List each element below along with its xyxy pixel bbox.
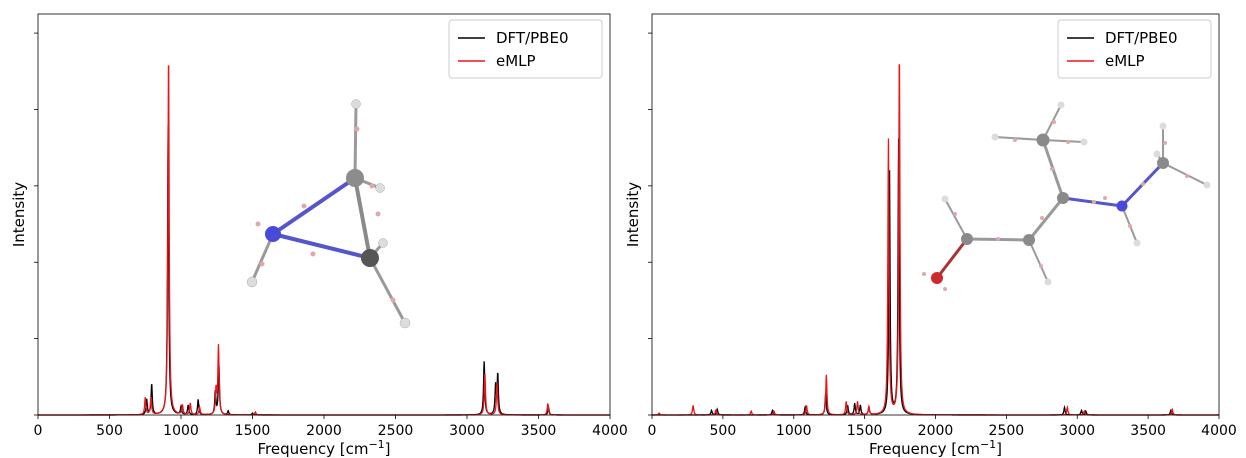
- left-x-tick-label: 2000: [306, 423, 342, 439]
- left-legend-label: DFT/PBE0: [496, 29, 569, 47]
- left-x-axis-label: Frequency [cm−1]: [257, 438, 390, 458]
- right-legend-label: DFT/PBE0: [1105, 29, 1178, 47]
- left-series-emlp-line: [38, 65, 610, 416]
- left-x-tick-label: 1500: [235, 423, 271, 439]
- right-x-tick-label: 3000: [1059, 423, 1095, 439]
- right-x-tick-label: 1500: [847, 423, 883, 439]
- right-spectrum-lines: [652, 64, 1219, 416]
- right-legend: DFT/PBE0 eMLP: [1057, 19, 1212, 79]
- right-x-tick-label: 3500: [1130, 423, 1166, 439]
- right-series-emlp-line: [652, 64, 1219, 416]
- right-legend-label: eMLP: [1105, 52, 1145, 70]
- right-x-axis-label: Frequency [cm−1]: [869, 438, 1002, 458]
- right-legend-box: [1057, 19, 1212, 79]
- right-y-axis-label: Intensity: [624, 182, 642, 247]
- left-x-tick-label: 500: [96, 423, 123, 439]
- right-x-tick-label: 500: [710, 423, 737, 439]
- left-spectrum-panel: 0 500 1000 1500 2000 2500 3000 3500 4000 Frequenc…: [10, 13, 628, 458]
- right-x-tick-label: 4000: [1201, 423, 1237, 439]
- left-axes: 0 500 1000 1500 2000 2500 3000 3500 4000 Frequenc…: [10, 13, 628, 458]
- left-legend: DFT/PBE0 eMLP: [448, 19, 603, 79]
- left-x-tick-label: 0: [34, 423, 43, 439]
- right-x-tick-label: 2000: [918, 423, 954, 439]
- left-x-tick-label: 3000: [449, 423, 485, 439]
- left-x-tick-label: 1000: [163, 423, 199, 439]
- right-molecule-inset: [922, 101, 1211, 291]
- left-molecule-inset: [246, 99, 411, 329]
- left-x-tick-label: 2500: [378, 423, 414, 439]
- left-spectrum-lines: [38, 65, 610, 416]
- left-legend-box: [448, 19, 603, 79]
- right-axes: 0 500 1000 1500 2000 2500 3000 3500 4000 Frequenc…: [624, 13, 1237, 458]
- left-x-tick-label: 4000: [592, 423, 628, 439]
- left-y-axis-label: Intensity: [10, 182, 28, 247]
- left-x-tick-label: 3500: [521, 423, 557, 439]
- right-x-tick-label: 0: [648, 423, 657, 439]
- left-series-dft-pbe0-line: [38, 124, 610, 416]
- right-spectrum-panel: 0 500 1000 1500 2000 2500 3000 3500 4000 Frequenc…: [624, 13, 1237, 458]
- right-x-tick-label: 1000: [776, 423, 812, 439]
- left-legend-label: eMLP: [496, 52, 536, 70]
- right-x-tick-label: 2500: [989, 423, 1025, 439]
